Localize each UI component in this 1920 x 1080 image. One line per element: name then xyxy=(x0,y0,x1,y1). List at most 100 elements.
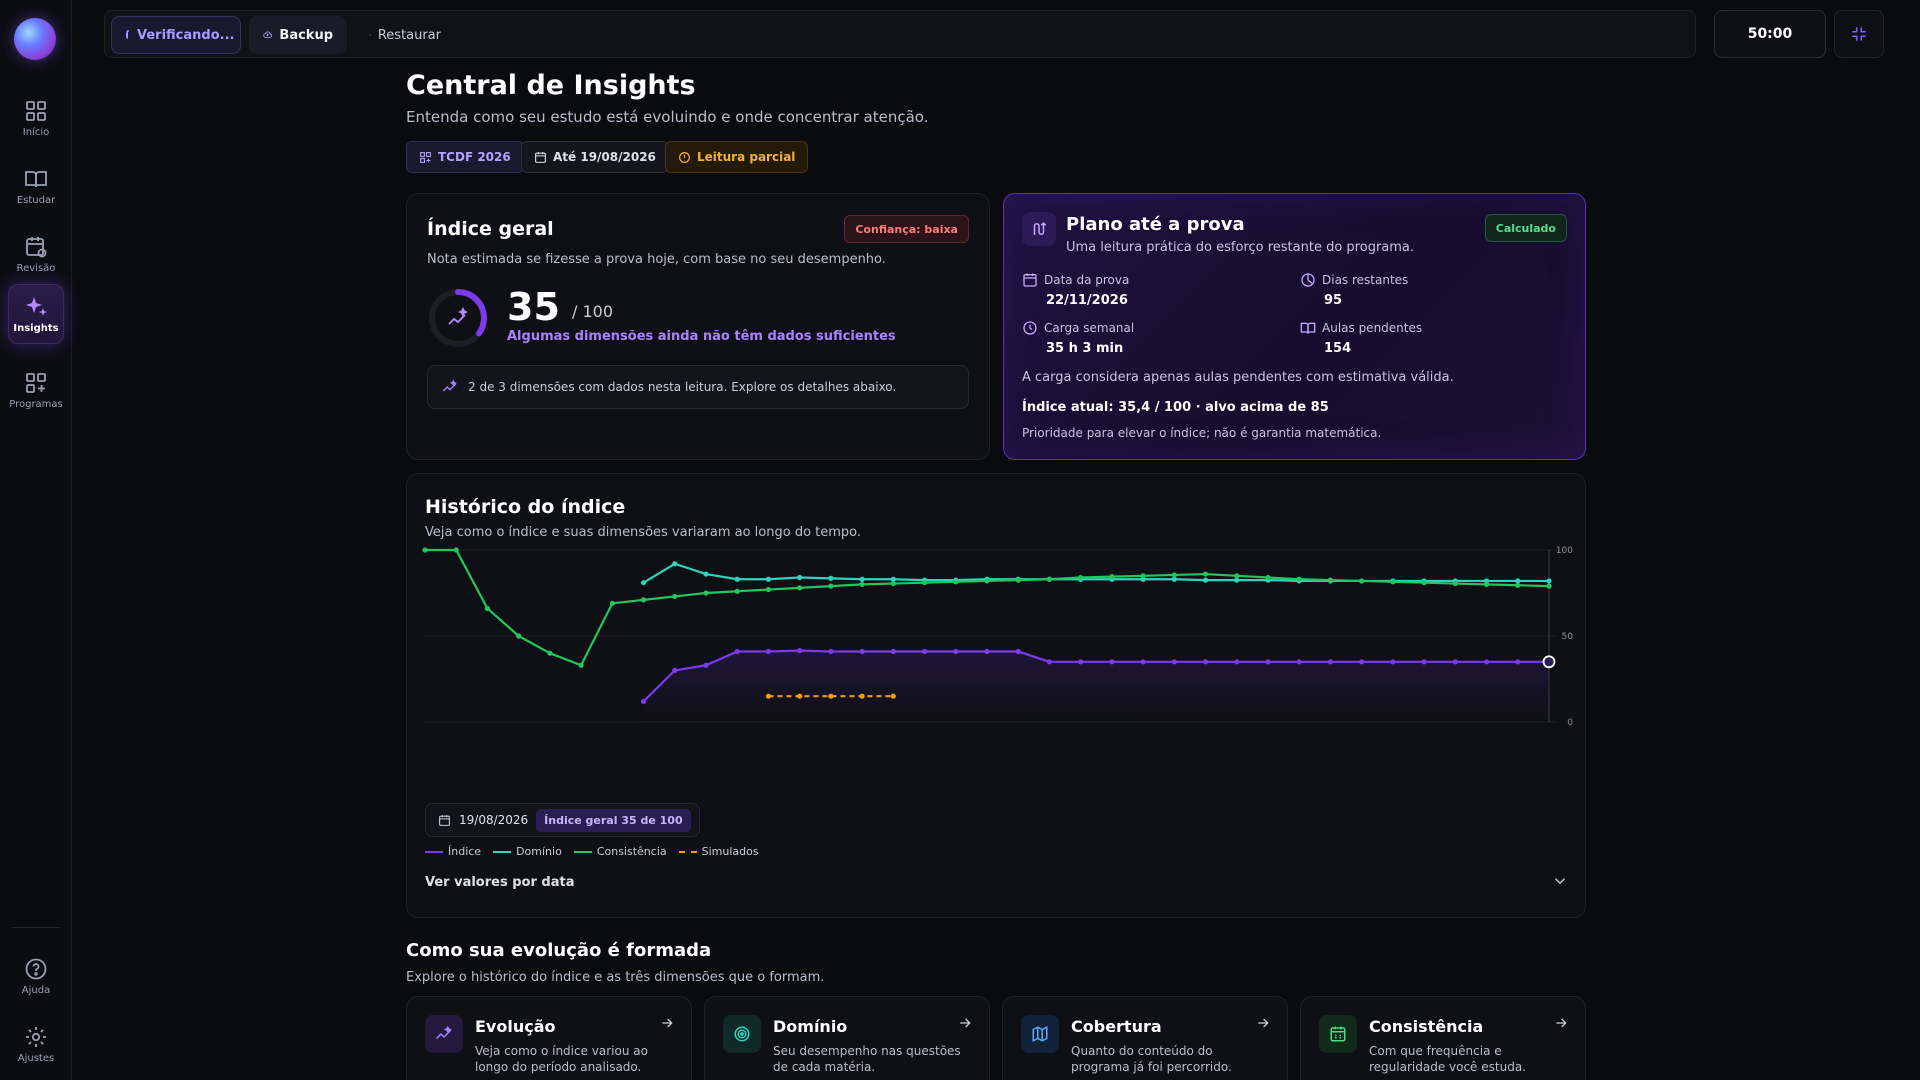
study-timer[interactable]: 50:00 xyxy=(1714,10,1826,58)
data-point-consistencia[interactable] xyxy=(1359,578,1365,584)
data-point-indice[interactable] xyxy=(1171,659,1177,665)
data-point-indice[interactable] xyxy=(1140,659,1146,665)
data-point-indice[interactable] xyxy=(1015,648,1021,655)
dimension-card-evolucao[interactable]: Evolução Veja como o índice variou ao lo… xyxy=(406,996,692,1080)
data-point-indice[interactable] xyxy=(640,698,647,704)
legend-item-consistencia[interactable]: Consistência xyxy=(573,845,667,858)
sidebar-item-programas[interactable]: Programas xyxy=(8,360,64,420)
data-point-dominio[interactable] xyxy=(859,576,865,582)
data-point-indice[interactable] xyxy=(984,648,990,655)
data-point-indice[interactable] xyxy=(1296,659,1302,665)
data-point-consistencia[interactable] xyxy=(797,585,803,591)
chevron-down-icon[interactable] xyxy=(1551,872,1569,890)
data-point-indice[interactable] xyxy=(1265,659,1271,665)
data-point-consistencia[interactable] xyxy=(890,580,896,587)
data-point-dominio[interactable] xyxy=(703,571,709,577)
data-point-consistencia[interactable] xyxy=(1421,580,1427,586)
data-point-indice[interactable] xyxy=(859,648,865,655)
data-point-consistencia[interactable] xyxy=(984,578,990,584)
data-point-dominio[interactable] xyxy=(765,576,772,582)
data-point-indice[interactable] xyxy=(734,648,740,655)
data-point-consistencia[interactable] xyxy=(1515,582,1521,588)
legend-item-dominio[interactable]: Domínio xyxy=(493,845,562,858)
dimension-card-consistencia[interactable]: Consistência Com que frequência e regula… xyxy=(1300,996,1586,1080)
collapse-button[interactable] xyxy=(1834,10,1884,58)
data-point-consistencia[interactable] xyxy=(921,580,928,586)
data-point-indice[interactable] xyxy=(1202,659,1209,665)
brain-logo-icon[interactable] xyxy=(14,18,56,60)
restore-button[interactable]: Restaurar xyxy=(355,16,455,54)
data-point-indice[interactable] xyxy=(890,648,896,655)
data-point-consistencia[interactable] xyxy=(1140,573,1146,579)
data-point-dominio[interactable] xyxy=(828,575,834,581)
data-point-indice[interactable] xyxy=(1327,659,1334,665)
data-point-consistencia[interactable] xyxy=(422,547,428,553)
data-point-dominio[interactable] xyxy=(734,576,740,582)
data-point-consistencia[interactable] xyxy=(516,633,522,639)
data-point-consistencia[interactable] xyxy=(1327,577,1334,583)
data-point-dominio[interactable] xyxy=(1546,578,1552,584)
data-point-dominio[interactable] xyxy=(797,574,803,581)
data-point-consistencia[interactable] xyxy=(765,586,772,593)
sidebar-item-revisao[interactable]: Revisão xyxy=(8,224,64,284)
sidebar-item-ajuda[interactable]: Ajuda xyxy=(8,946,64,1006)
data-point-indice[interactable] xyxy=(1390,659,1396,665)
legend-item-simulados[interactable]: Simulados xyxy=(678,845,759,858)
data-point-consistencia[interactable] xyxy=(734,588,740,594)
data-point-indice[interactable] xyxy=(1515,659,1521,665)
backup-button[interactable]: Backup xyxy=(249,16,347,54)
data-point-simulados[interactable] xyxy=(828,693,834,699)
data-point-consistencia[interactable] xyxy=(1390,579,1396,585)
data-point-dominio[interactable] xyxy=(1202,577,1209,583)
data-point-simulados[interactable] xyxy=(890,693,896,699)
selected-data-point[interactable] xyxy=(1542,655,1556,669)
data-point-indice[interactable] xyxy=(1421,659,1427,665)
data-point-consistencia[interactable] xyxy=(1483,581,1490,587)
data-point-dominio[interactable] xyxy=(640,580,647,586)
data-point-indice[interactable] xyxy=(797,648,803,654)
data-point-consistencia[interactable] xyxy=(859,581,865,587)
sidebar-item-inicio[interactable]: Início xyxy=(8,88,64,148)
data-point-indice[interactable] xyxy=(1359,659,1365,665)
values-by-date-toggle[interactable]: Ver valores por data xyxy=(425,875,575,890)
data-point-indice[interactable] xyxy=(953,648,959,655)
data-point-consistencia[interactable] xyxy=(1234,573,1240,579)
data-point-consistencia[interactable] xyxy=(1078,574,1084,581)
data-point-consistencia[interactable] xyxy=(1109,574,1115,580)
data-point-consistencia[interactable] xyxy=(953,579,959,585)
index-history-chart[interactable]: 100 50 0 xyxy=(407,544,1587,784)
data-point-consistencia[interactable] xyxy=(1452,580,1458,587)
data-point-dominio[interactable] xyxy=(672,561,678,567)
data-point-simulados[interactable] xyxy=(797,693,803,699)
reading-chip[interactable]: Leitura parcial xyxy=(665,141,809,173)
sidebar-item-estudar[interactable]: Estudar xyxy=(8,156,64,216)
dimension-card-cobertura[interactable]: Cobertura Quanto do conteúdo do programa… xyxy=(1002,996,1288,1080)
data-point-indice[interactable] xyxy=(703,662,709,668)
data-point-consistencia[interactable] xyxy=(1202,571,1209,577)
data-point-indice[interactable] xyxy=(1483,659,1490,665)
data-point-dominio[interactable] xyxy=(1234,577,1240,583)
data-point-dominio[interactable] xyxy=(1515,578,1521,584)
data-point-consistencia[interactable] xyxy=(453,547,459,553)
data-point-dominio[interactable] xyxy=(890,576,896,582)
data-point-indice[interactable] xyxy=(1078,659,1084,665)
data-point-consistencia[interactable] xyxy=(1296,576,1302,582)
data-point-indice[interactable] xyxy=(921,648,928,655)
data-point-consistencia[interactable] xyxy=(828,583,834,589)
legend-item-indice[interactable]: Índice xyxy=(425,845,481,858)
data-point-simulados[interactable] xyxy=(765,693,772,699)
data-point-indice[interactable] xyxy=(1109,659,1115,665)
data-point-consistencia[interactable] xyxy=(1171,572,1177,578)
data-point-consistencia[interactable] xyxy=(1046,576,1053,582)
data-point-consistencia[interactable] xyxy=(672,593,678,600)
data-point-consistencia[interactable] xyxy=(1015,577,1021,583)
data-point-indice[interactable] xyxy=(1234,659,1240,665)
data-point-simulados[interactable] xyxy=(859,693,865,699)
data-point-consistencia[interactable] xyxy=(578,662,584,668)
data-point-indice[interactable] xyxy=(672,667,678,673)
dimension-card-dominio[interactable]: Domínio Seu desempenho nas questões de c… xyxy=(704,996,990,1080)
data-point-consistencia[interactable] xyxy=(1546,583,1552,589)
program-chip[interactable]: TCDF 2026 xyxy=(406,141,524,173)
data-point-consistencia[interactable] xyxy=(609,600,615,606)
data-point-consistencia[interactable] xyxy=(703,590,709,596)
